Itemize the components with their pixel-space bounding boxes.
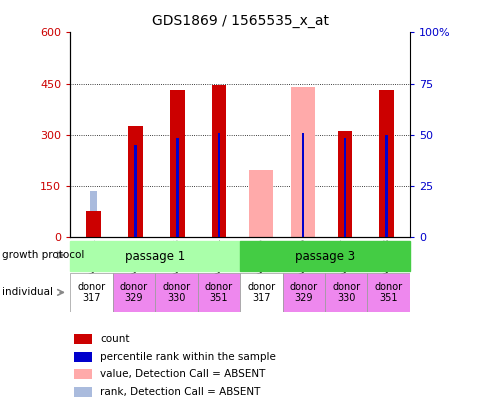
Text: donor
317: donor 317 (77, 282, 106, 303)
Text: donor
351: donor 351 (204, 282, 232, 303)
Bar (301, 133, 303, 237)
Bar (86, 211, 101, 237)
Text: donor
330: donor 330 (332, 282, 360, 303)
Bar (366, 273, 409, 312)
Bar (212, 85, 226, 237)
Text: donor
330: donor 330 (162, 282, 190, 303)
Text: value, Detection Call = ABSENT: value, Detection Call = ABSENT (100, 369, 265, 379)
Text: individual: individual (2, 288, 53, 297)
Bar (112, 273, 155, 312)
Bar (169, 90, 184, 237)
Bar (249, 171, 272, 237)
Text: growth protocol: growth protocol (2, 250, 85, 260)
Bar (290, 87, 314, 237)
Text: percentile rank within the sample: percentile rank within the sample (100, 352, 275, 362)
Bar (70, 241, 240, 271)
Bar (74, 369, 92, 379)
Bar (74, 335, 92, 344)
Text: passage 1: passage 1 (125, 249, 185, 263)
Text: count: count (100, 335, 129, 344)
Bar (378, 90, 393, 237)
Bar (240, 273, 282, 312)
Bar (90, 191, 96, 237)
Text: donor
329: donor 329 (289, 282, 317, 303)
Text: GDS1869 / 1565535_x_at: GDS1869 / 1565535_x_at (151, 14, 328, 28)
Bar (343, 138, 346, 237)
Bar (128, 126, 142, 237)
Bar (385, 134, 387, 237)
Bar (74, 352, 92, 362)
Bar (176, 138, 178, 237)
Bar (337, 131, 351, 237)
Text: rank, Detection Call = ABSENT: rank, Detection Call = ABSENT (100, 387, 260, 397)
Bar (74, 387, 92, 397)
Text: passage 3: passage 3 (294, 249, 354, 263)
Bar (324, 273, 366, 312)
Bar (155, 273, 197, 312)
Bar (217, 133, 220, 237)
Bar (134, 145, 136, 237)
Text: donor
317: donor 317 (247, 282, 275, 303)
Bar (282, 273, 324, 312)
Bar (197, 273, 240, 312)
Bar (70, 273, 112, 312)
Bar (240, 241, 409, 271)
Text: donor
351: donor 351 (374, 282, 402, 303)
Text: donor
329: donor 329 (120, 282, 148, 303)
